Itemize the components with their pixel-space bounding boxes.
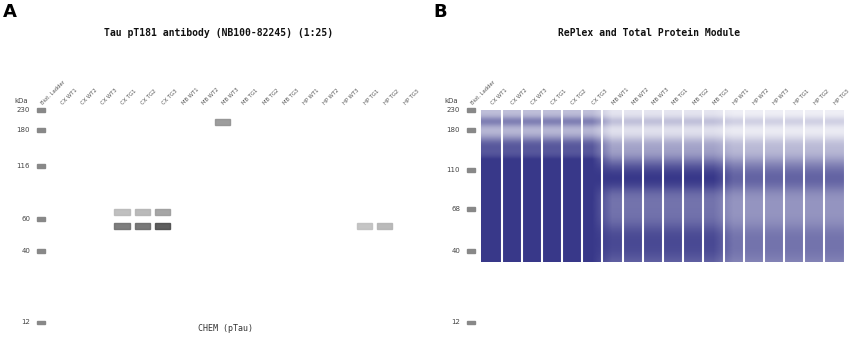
Bar xyxy=(114,223,130,228)
Bar xyxy=(38,249,45,253)
Text: 230: 230 xyxy=(17,107,30,114)
Bar xyxy=(38,321,45,324)
Text: CX TG3: CX TG3 xyxy=(591,88,608,105)
Bar xyxy=(135,223,150,228)
Text: HP TG1: HP TG1 xyxy=(793,88,810,105)
Bar xyxy=(468,207,475,211)
Text: HP TG3: HP TG3 xyxy=(833,88,851,105)
Bar xyxy=(135,209,150,215)
Text: MB WT1: MB WT1 xyxy=(181,87,200,105)
Text: HP TG2: HP TG2 xyxy=(383,88,400,105)
Bar xyxy=(38,128,45,132)
Text: CX TG3: CX TG3 xyxy=(161,88,178,105)
Text: HP WT2: HP WT2 xyxy=(752,87,771,105)
Text: kDa: kDa xyxy=(445,99,458,104)
Text: MB TG1: MB TG1 xyxy=(672,87,690,105)
Bar xyxy=(38,217,45,221)
Text: Biot. Ladder: Biot. Ladder xyxy=(40,79,66,105)
Bar xyxy=(468,249,475,253)
Bar xyxy=(377,223,392,228)
Bar xyxy=(215,119,230,124)
Text: MB WT3: MB WT3 xyxy=(651,87,670,105)
Text: HP TG2: HP TG2 xyxy=(813,88,830,105)
Text: 12: 12 xyxy=(22,320,30,326)
Text: Biot. Ladder: Biot. Ladder xyxy=(470,79,496,105)
Text: B: B xyxy=(433,3,446,21)
Text: CX TG1: CX TG1 xyxy=(120,88,138,105)
Title: RePlex and Total Protein Module: RePlex and Total Protein Module xyxy=(558,28,740,38)
Text: CX WT3: CX WT3 xyxy=(101,87,119,105)
Text: MB TG2: MB TG2 xyxy=(691,87,710,105)
Text: HP TG3: HP TG3 xyxy=(403,88,421,105)
Text: 68: 68 xyxy=(452,206,460,211)
Text: CX WT1: CX WT1 xyxy=(60,87,78,105)
Text: 12: 12 xyxy=(452,320,460,326)
Bar xyxy=(468,321,475,324)
Title: Tau pT181 antibody (NB100-82245) (1:25): Tau pT181 antibody (NB100-82245) (1:25) xyxy=(104,28,334,38)
Bar xyxy=(468,108,475,113)
Text: CX WT1: CX WT1 xyxy=(490,87,508,105)
Text: 110: 110 xyxy=(446,167,460,173)
Text: 230: 230 xyxy=(447,107,460,114)
Text: 40: 40 xyxy=(22,248,30,254)
Text: MB TG2: MB TG2 xyxy=(261,87,280,105)
Text: 180: 180 xyxy=(16,127,30,133)
Text: CX WT2: CX WT2 xyxy=(80,87,98,105)
Text: HP WT2: HP WT2 xyxy=(322,87,341,105)
Text: MB TG1: MB TG1 xyxy=(242,87,260,105)
Bar xyxy=(468,168,475,172)
Text: 180: 180 xyxy=(446,127,460,133)
Text: 40: 40 xyxy=(452,248,460,254)
Text: 116: 116 xyxy=(16,163,30,168)
Text: CX TG1: CX TG1 xyxy=(550,88,568,105)
Text: CX TG2: CX TG2 xyxy=(571,88,588,105)
Text: A: A xyxy=(3,3,17,21)
Text: MB WT2: MB WT2 xyxy=(201,87,220,105)
Bar xyxy=(38,108,45,113)
Text: MB WT2: MB WT2 xyxy=(631,87,650,105)
Bar xyxy=(155,209,170,215)
Text: MB WT1: MB WT1 xyxy=(611,87,630,105)
Bar xyxy=(155,223,170,228)
Text: CX WT3: CX WT3 xyxy=(531,87,549,105)
Bar xyxy=(357,223,372,228)
Text: CX TG2: CX TG2 xyxy=(141,88,158,105)
Text: HP WT3: HP WT3 xyxy=(772,87,790,105)
Text: kDa: kDa xyxy=(15,99,28,104)
Text: HP WT1: HP WT1 xyxy=(732,87,750,105)
Text: MB WT3: MB WT3 xyxy=(221,87,240,105)
Text: MB TG3: MB TG3 xyxy=(712,87,730,105)
Bar xyxy=(114,209,130,215)
Text: CHEM (pTau): CHEM (pTau) xyxy=(198,324,253,333)
Text: HP WT1: HP WT1 xyxy=(302,87,320,105)
Text: HP WT3: HP WT3 xyxy=(342,87,360,105)
Bar xyxy=(38,163,45,168)
Text: CX WT2: CX WT2 xyxy=(510,87,528,105)
Text: HP TG1: HP TG1 xyxy=(363,88,380,105)
Text: MB TG3: MB TG3 xyxy=(282,87,300,105)
Bar xyxy=(468,128,475,132)
Text: 60: 60 xyxy=(22,216,30,222)
